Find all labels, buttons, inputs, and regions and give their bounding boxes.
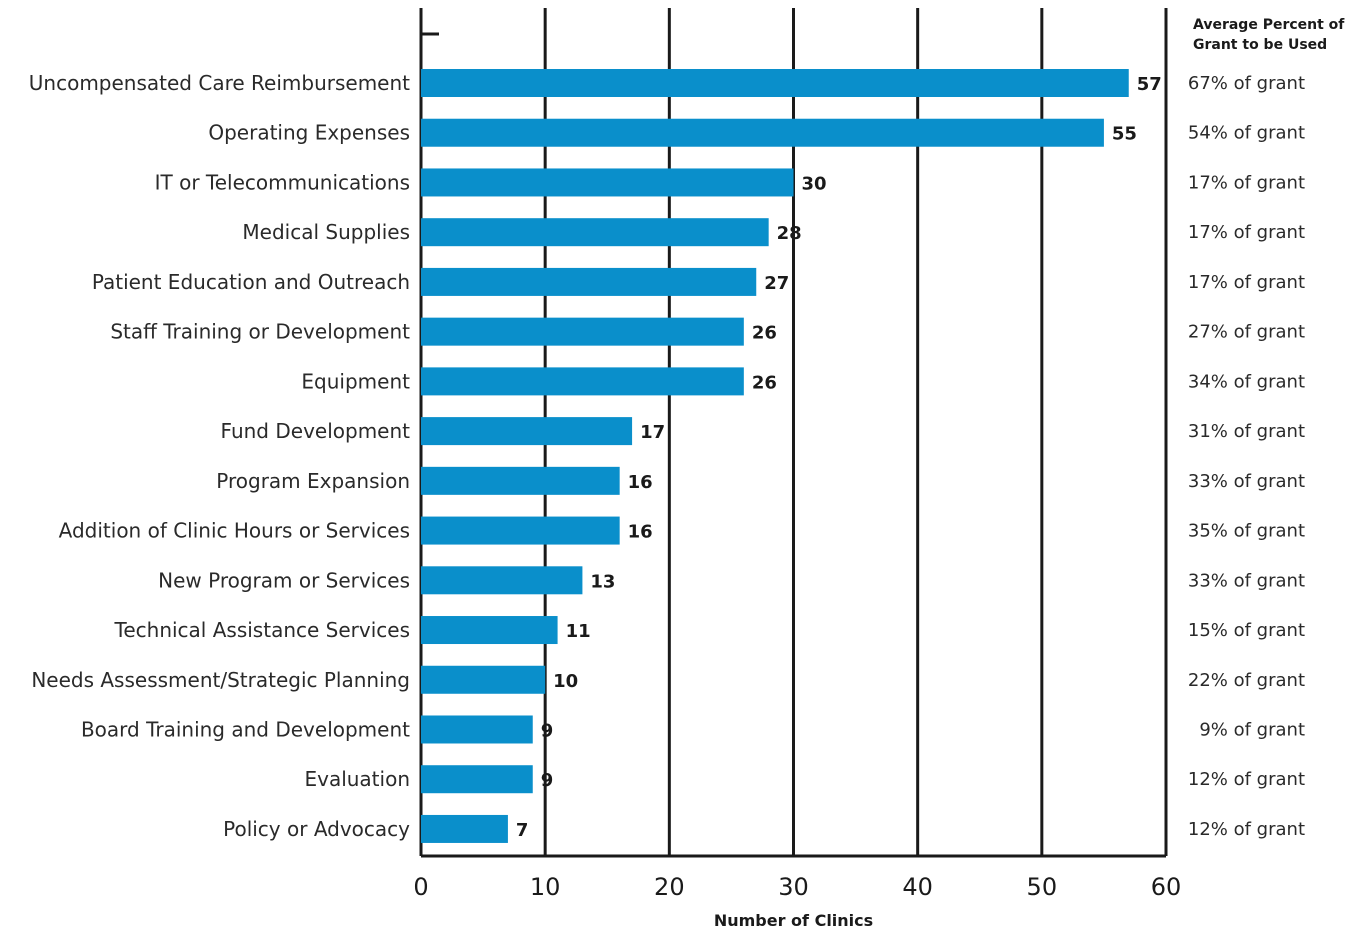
value-label-0: 57 <box>1137 74 1162 95</box>
value-label-10: 13 <box>590 571 615 592</box>
value-label-13: 9 <box>541 720 554 741</box>
grant-percent-label-3: 17% of grant <box>1188 222 1305 243</box>
category-label-1: Operating Expenses <box>208 121 410 145</box>
value-label-9: 16 <box>628 522 653 543</box>
bar-3 <box>421 218 769 247</box>
value-label-2: 30 <box>802 173 827 194</box>
bars <box>421 69 1129 843</box>
x-tick-label-10: 10 <box>530 873 561 901</box>
secondary-header-line-1: Average Percent of <box>1193 17 1345 33</box>
category-label-6: Equipment <box>301 369 410 393</box>
bar-9 <box>421 516 620 545</box>
category-label-12: Needs Assessment/Strategic Planning <box>31 668 410 692</box>
bar-15 <box>421 814 508 843</box>
x-tick-label-20: 20 <box>654 873 685 901</box>
category-label-9: Addition of Clinic Hours or Services <box>59 519 410 543</box>
category-label-15: Policy or Advocacy <box>223 817 410 841</box>
grant-percent-label-2: 17% of grant <box>1188 172 1305 193</box>
bar-14 <box>421 765 533 794</box>
bar-7 <box>421 417 633 446</box>
grant-percent-label-11: 15% of grant <box>1188 620 1305 641</box>
value-label-7: 17 <box>640 422 665 443</box>
x-tick-label-40: 40 <box>902 873 933 901</box>
bar-0 <box>421 69 1129 97</box>
bar-4 <box>421 267 757 296</box>
value-label-1: 55 <box>1112 124 1137 145</box>
bar-8 <box>421 466 620 495</box>
bar-2 <box>421 168 794 197</box>
x-tick-label-50: 50 <box>1027 873 1058 901</box>
value-label-4: 27 <box>764 273 789 294</box>
grant-percent-label-1: 54% of grant <box>1188 123 1305 144</box>
value-label-14: 9 <box>541 770 554 791</box>
grant-percent-label-0: 67% of grant <box>1188 73 1305 94</box>
grant-percent-label-7: 31% of grant <box>1188 421 1305 442</box>
value-label-5: 26 <box>752 323 777 344</box>
bar-6 <box>421 367 744 396</box>
x-tick-label-60: 60 <box>1151 873 1182 901</box>
grant-percent-label-4: 17% of grant <box>1188 272 1305 293</box>
category-label-5: Staff Training or Development <box>110 320 410 344</box>
category-label-8: Program Expansion <box>216 469 410 493</box>
category-label-7: Fund Development <box>221 419 411 443</box>
secondary-header-line-2: Grant to be Used <box>1193 37 1327 53</box>
gridlines <box>419 8 1168 858</box>
grant-percent-label-6: 34% of grant <box>1188 371 1305 392</box>
grant-percent-label-10: 33% of grant <box>1188 570 1305 591</box>
grant-percent-label-15: 12% of grant <box>1188 819 1305 840</box>
value-label-12: 10 <box>553 671 578 692</box>
category-label-0: Uncompensated Care Reimbursement <box>29 71 410 95</box>
category-label-3: Medical Supplies <box>242 220 410 244</box>
bar-13 <box>421 715 533 744</box>
secondary-header: Average Percent of Grant to be Used <box>1193 17 1349 53</box>
grant-percent-label-14: 12% of grant <box>1188 769 1305 790</box>
x-tick-label-0: 0 <box>413 873 428 901</box>
value-label-8: 16 <box>628 472 653 493</box>
value-label-11: 11 <box>566 621 591 642</box>
category-label-11: Technical Assistance Services <box>114 618 410 642</box>
bar-11 <box>421 616 558 645</box>
value-label-15: 7 <box>516 820 529 841</box>
category-label-10: New Program or Services <box>158 568 410 592</box>
category-label-4: Patient Education and Outreach <box>92 270 410 294</box>
bar-1 <box>421 118 1104 147</box>
bar-10 <box>421 566 583 595</box>
value-label-6: 26 <box>752 372 777 393</box>
grant-percent-label-8: 33% of grant <box>1188 471 1305 492</box>
x-axis-title: Number of Clinics <box>714 911 873 930</box>
x-tick-label-30: 30 <box>778 873 809 901</box>
grant-percent-label-12: 22% of grant <box>1188 670 1305 691</box>
category-label-2: IT or Telecommunications <box>155 170 410 194</box>
category-label-14: Evaluation <box>304 767 410 791</box>
bar-12 <box>421 665 546 694</box>
bar-5 <box>421 317 744 346</box>
category-label-13: Board Training and Development <box>81 717 410 741</box>
grant-percent-label-5: 27% of grant <box>1188 322 1305 343</box>
value-label-3: 28 <box>777 223 802 244</box>
grant-percent-label-13: 9% of grant <box>1199 719 1305 740</box>
grant-percent-label-9: 35% of grant <box>1188 521 1305 542</box>
labels: 0 10 20 30 40 50 60 Uncompensated Care Reimburs… <box>29 71 1305 901</box>
